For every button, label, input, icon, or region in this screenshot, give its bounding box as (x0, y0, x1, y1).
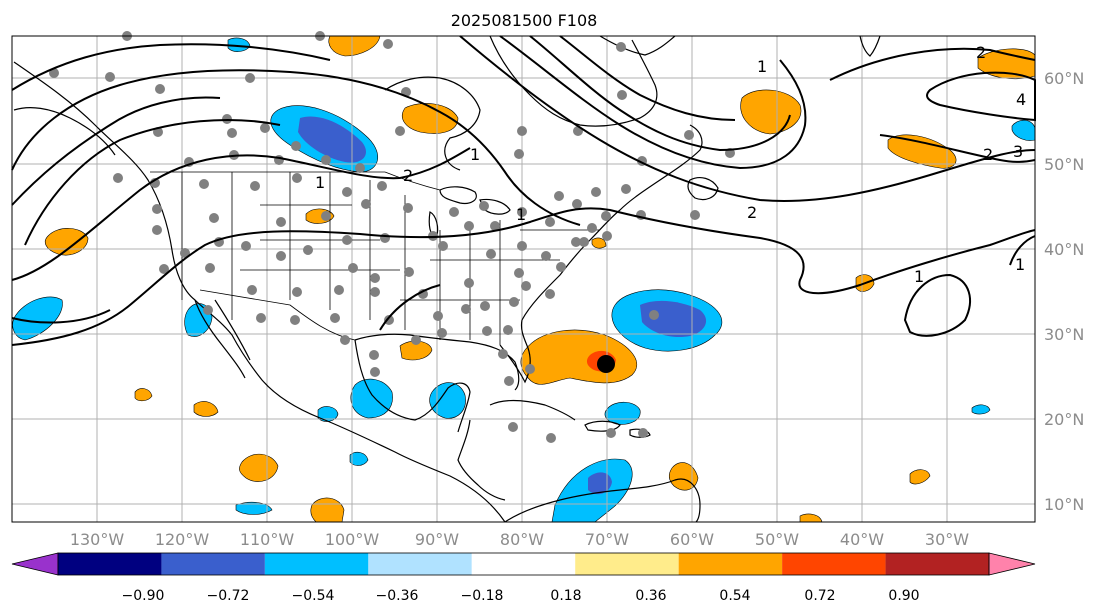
storm-center-marker (597, 355, 615, 373)
orange-anomaly-pacific-nw (45, 228, 89, 256)
lon-label: 50°W (755, 530, 799, 549)
colorbar-segment (471, 553, 576, 575)
colorbar-tick-label: 0.72 (804, 588, 835, 604)
contour-label: 1 (470, 145, 480, 164)
figure-title: 2025081500 F108 (451, 11, 598, 30)
colorbar-segments (11, 552, 1036, 576)
lat-label: 40°N (1044, 240, 1084, 259)
contour-label: 1 (315, 173, 325, 192)
orange-anomaly-pacific-mex (239, 453, 279, 482)
blue-anomaly-caribbean-east (604, 401, 641, 425)
colorbar-extend-high (988, 552, 1036, 576)
lat-label: 20°N (1044, 410, 1084, 429)
orange-anomaly-pacific-tiny (134, 388, 153, 402)
orange-anomaly-ne-coast (591, 237, 607, 249)
lat-label: 10°N (1044, 495, 1084, 514)
lat-label: 50°N (1044, 155, 1084, 174)
political-borders (150, 171, 600, 345)
orange-anomaly-east-small (909, 469, 931, 485)
lon-label: 80°W (500, 530, 544, 549)
contour-label-group: 1 2 1 2 2 4 3 2 1 1 1 1 (315, 43, 1026, 286)
blue-anomaly-pacific-west (12, 296, 63, 341)
contour-label: 1 (516, 205, 526, 224)
contour-label: 2 (747, 203, 757, 222)
colorbar-tick-label: −0.36 (376, 588, 419, 604)
blue-anomaly-small-2 (349, 451, 369, 466)
lon-label: 60°W (670, 530, 714, 549)
colorbar-frame (57, 552, 990, 576)
coastlines (13, 35, 881, 523)
longitude-labels: 130°W 120°W 110°W 100°W 90°W 80°W 70°W 6… (70, 530, 969, 549)
colorbar-tick-label: −0.72 (207, 588, 250, 604)
map-background (12, 36, 1035, 522)
lon-label: 30°W (925, 530, 969, 549)
colorbar-tick-label: 0.54 (719, 588, 750, 604)
map-panel: 1 2 1 2 2 4 3 2 1 1 1 1 (11, 31, 1036, 523)
colorbar-tick-label: −0.54 (292, 588, 335, 604)
contour-label: 2 (976, 43, 986, 62)
latitude-labels: 60°N 50°N 40°N 30°N 20°N 10°N (1044, 69, 1084, 514)
contour-label: 1 (1015, 255, 1025, 274)
lon-label: 130°W (70, 530, 125, 549)
orange-anomaly-hudson (401, 103, 459, 134)
blue-anomaly-small-3 (971, 404, 991, 415)
blue-anomaly-yucatan (429, 382, 466, 419)
colorbar-segment (368, 553, 472, 575)
colorbar-tick-label: −0.18 (461, 588, 504, 604)
anomaly-fills (12, 35, 1036, 523)
blue-anomaly-small-4 (235, 501, 273, 515)
colorbar-tick-label: 0.90 (888, 588, 919, 604)
contour-label: 3 (1013, 142, 1023, 161)
lon-label: 110°W (240, 530, 295, 549)
orange-anomaly-pacific-small (193, 401, 219, 417)
contour-label: 1 (914, 267, 924, 286)
contour-label: 1 (757, 57, 767, 76)
contour-lines (11, 35, 1036, 346)
blue-core-atlantic (640, 300, 707, 338)
colorbar-segment (575, 553, 679, 575)
colorbar-tick-label: −0.90 (122, 588, 165, 604)
lon-label: 70°W (585, 530, 629, 549)
graticule (12, 36, 1035, 522)
colorbar-segment (58, 553, 162, 575)
colorbar-extend-low (11, 552, 59, 576)
contour-label: 4 (1016, 90, 1026, 109)
map-frame (11, 35, 1036, 523)
lon-label: 40°W (840, 530, 884, 549)
colorbar-segment (264, 553, 369, 575)
colorbar-segment (885, 553, 989, 575)
lat-label: 60°N (1044, 69, 1084, 88)
colorbar-segment (782, 553, 886, 575)
orange-anomaly-canada-top (328, 35, 381, 57)
lon-label: 120°W (155, 530, 210, 549)
lon-label: 100°W (325, 530, 380, 549)
blue-core-venezuela (588, 472, 612, 495)
blue-core-north-plains (298, 116, 366, 163)
blue-anomaly-gulf (350, 378, 393, 419)
colorbar-tick-label: 0.36 (635, 588, 666, 604)
station-markers (49, 31, 735, 443)
colorbar-segment (161, 553, 265, 575)
colorbar-tick-labels: −0.90 −0.72 −0.54 −0.36 −0.18 0.18 0.36 … (122, 588, 920, 604)
blue-anomaly-small-1 (317, 406, 339, 422)
lon-label: 90°W (415, 530, 459, 549)
colorbar: −0.90 −0.72 −0.54 −0.36 −0.18 0.18 0.36 … (11, 552, 1036, 604)
contour-label: 2 (983, 145, 993, 164)
lat-label: 30°N (1044, 325, 1084, 344)
colorbar-segment (678, 553, 783, 575)
contour-label: 2 (403, 166, 413, 185)
colorbar-tick-label: 0.18 (550, 588, 581, 604)
